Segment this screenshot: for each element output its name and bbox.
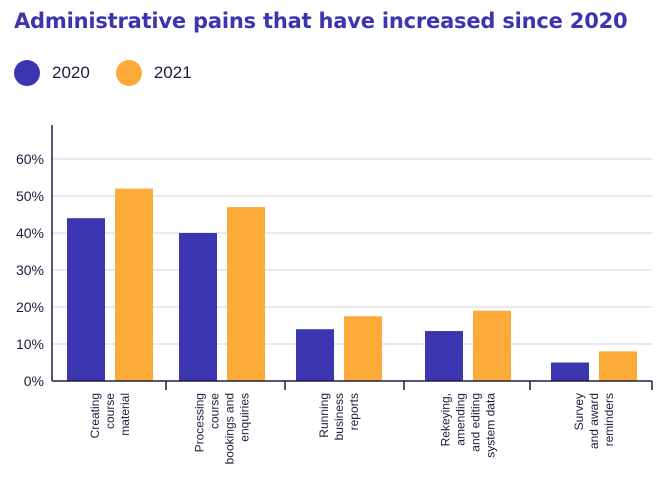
category-label-line: system data xyxy=(484,393,498,458)
legend-label-2020: 2020 xyxy=(52,63,90,82)
y-tick-label: 20% xyxy=(16,299,44,315)
category-label-line: course xyxy=(103,393,117,429)
category-label-line: Survey xyxy=(572,393,586,430)
category-label-line: Processing xyxy=(193,393,207,452)
legend-swatch-2020 xyxy=(14,60,40,86)
chart-title: Administrative pains that have increased… xyxy=(14,9,628,33)
y-tick-label: 0% xyxy=(24,373,44,389)
axes xyxy=(51,125,653,390)
category-labels: Creating course material Processing course bo… xyxy=(88,393,616,465)
y-tick-label: 40% xyxy=(16,225,44,241)
category-label-line: and editing xyxy=(469,393,483,452)
category-label-line: Running xyxy=(317,393,331,438)
category-label-line: business xyxy=(332,393,346,440)
bar-2021-3 xyxy=(473,310,511,381)
category-label-line: reports xyxy=(347,393,361,430)
legend-item-2020: 2020 xyxy=(14,60,90,86)
bar-2020-0 xyxy=(67,218,105,381)
y-tick-label: 60% xyxy=(16,151,44,167)
bar-2020-2 xyxy=(296,329,334,381)
legend: 2020 2021 xyxy=(14,60,218,86)
category-label-line: course xyxy=(208,393,222,429)
category-label: Rekeying, amending and editing system data xyxy=(439,393,498,458)
y-axis-ticks: 0% 10% 20% 30% 40% 50% 60% xyxy=(16,151,44,389)
category-label-line: enquiries xyxy=(238,393,252,442)
bar-2021-0 xyxy=(115,188,153,381)
y-tick-label: 30% xyxy=(16,262,44,278)
category-label-line: bookings and xyxy=(223,393,237,464)
category-label-line: Rekeying, xyxy=(439,393,453,446)
category-label-line: reminders xyxy=(602,393,616,446)
category-label-line: and award xyxy=(587,393,601,449)
legend-label-2021: 2021 xyxy=(153,63,192,82)
category-label: Creating course material xyxy=(88,393,132,439)
category-label-line: amending xyxy=(454,393,468,446)
category-label: Processing course bookings and enquiries xyxy=(193,393,252,465)
category-label-line: material xyxy=(118,393,132,436)
legend-item-2021: 2021 xyxy=(115,60,192,86)
category-label: Running business reports xyxy=(317,393,361,440)
bar-2021-1 xyxy=(227,207,265,381)
y-tick-label: 10% xyxy=(16,336,44,352)
category-label: Survey and award reminders xyxy=(572,393,616,449)
y-tick-label: 50% xyxy=(16,188,44,204)
bar-2020-3 xyxy=(425,331,463,381)
bar-2020-4 xyxy=(551,362,589,381)
bar-2020-1 xyxy=(179,233,217,381)
bar-2021-2 xyxy=(344,316,382,381)
category-label-line: Creating xyxy=(88,393,102,438)
bar-2021-4 xyxy=(599,351,637,381)
bars xyxy=(67,188,637,381)
legend-swatch-2021 xyxy=(115,60,142,86)
